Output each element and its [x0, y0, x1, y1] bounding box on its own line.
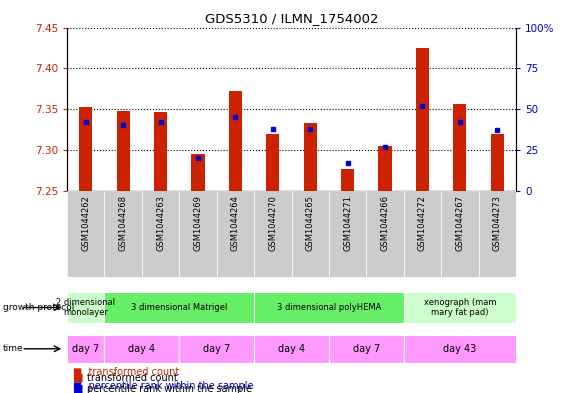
Text: transformed count: transformed count: [87, 373, 178, 383]
Bar: [366, 191, 403, 277]
Text: xenograph (mam
mary fat pad): xenograph (mam mary fat pad): [424, 298, 496, 317]
Text: ■: ■: [73, 373, 83, 383]
Text: 3 dimensional Matrigel: 3 dimensional Matrigel: [131, 303, 227, 312]
Bar: [341, 169, 354, 191]
Text: GSM1044272: GSM1044272: [418, 195, 427, 251]
Bar: [229, 91, 242, 191]
Bar: [67, 292, 104, 323]
Text: percentile rank within the sample: percentile rank within the sample: [87, 384, 252, 393]
Text: GSM1044264: GSM1044264: [231, 195, 240, 251]
Bar: [104, 191, 142, 277]
Bar: [441, 191, 479, 277]
Bar: [329, 191, 366, 277]
Bar: [179, 191, 217, 277]
Bar: [179, 335, 254, 363]
Bar: [403, 335, 516, 363]
Text: 2 dimensional
monolayer: 2 dimensional monolayer: [56, 298, 115, 317]
Text: day 7: day 7: [203, 344, 230, 354]
Bar: [67, 191, 104, 277]
Text: day 43: day 43: [443, 344, 476, 354]
Bar: [142, 191, 180, 277]
Bar: [117, 111, 129, 191]
Text: day 4: day 4: [128, 344, 156, 354]
Text: ■: ■: [73, 384, 83, 393]
Bar: [403, 191, 441, 277]
Text: GSM1044265: GSM1044265: [305, 195, 315, 251]
Bar: [254, 191, 292, 277]
Text: time: time: [3, 344, 23, 353]
Text: GSM1044273: GSM1044273: [493, 195, 502, 251]
Bar: [191, 154, 205, 191]
Text: day 7: day 7: [353, 344, 380, 354]
Text: 3 dimensional polyHEMA: 3 dimensional polyHEMA: [277, 303, 381, 312]
Bar: [292, 191, 329, 277]
Bar: [217, 191, 254, 277]
Text: day 4: day 4: [278, 344, 305, 354]
Bar: [454, 104, 466, 191]
Bar: [104, 292, 254, 323]
Text: day 7: day 7: [72, 344, 99, 354]
Text: GSM1044266: GSM1044266: [381, 195, 389, 251]
Text: ■  transformed count: ■ transformed count: [73, 367, 179, 377]
Bar: [254, 292, 403, 323]
Bar: [254, 335, 329, 363]
Bar: [79, 107, 92, 191]
Title: GDS5310 / ILMN_1754002: GDS5310 / ILMN_1754002: [205, 12, 378, 25]
Bar: [479, 191, 516, 277]
Text: growth protocol: growth protocol: [3, 303, 74, 312]
Text: GSM1044263: GSM1044263: [156, 195, 165, 251]
Text: GSM1044270: GSM1044270: [268, 195, 278, 251]
Bar: [266, 134, 279, 191]
Text: GSM1044269: GSM1044269: [194, 195, 202, 251]
Bar: [154, 112, 167, 191]
Text: GSM1044268: GSM1044268: [119, 195, 128, 251]
Text: GSM1044267: GSM1044267: [455, 195, 464, 251]
Bar: [104, 335, 179, 363]
Bar: [403, 292, 516, 323]
Bar: [491, 134, 504, 191]
Bar: [304, 123, 317, 191]
Bar: [416, 48, 429, 191]
Text: GSM1044271: GSM1044271: [343, 195, 352, 251]
Bar: [67, 335, 104, 363]
Text: GSM1044262: GSM1044262: [81, 195, 90, 251]
Text: ■  percentile rank within the sample: ■ percentile rank within the sample: [73, 381, 254, 391]
Bar: [378, 146, 392, 191]
Bar: [329, 335, 403, 363]
